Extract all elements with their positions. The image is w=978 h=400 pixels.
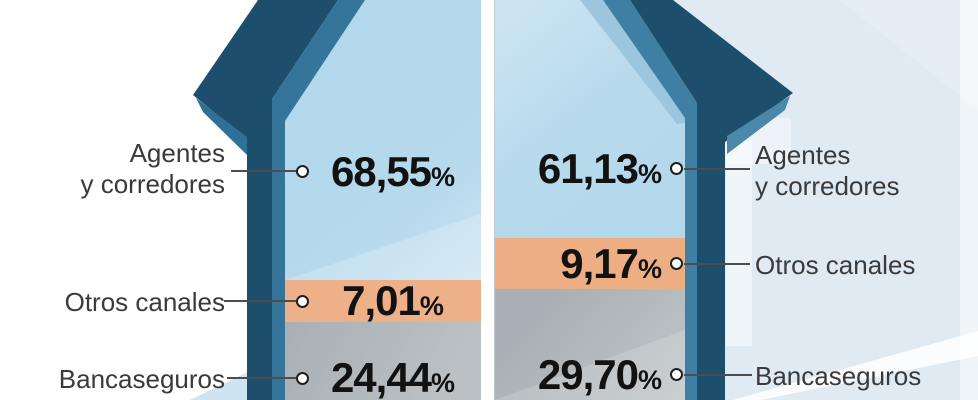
value-left-bancaseguros: 24,44% xyxy=(283,354,503,400)
right-bevel-stripe xyxy=(603,0,697,400)
value-right-otros: 9,17% xyxy=(442,240,662,288)
right-sheen xyxy=(495,330,685,400)
value-right-bancaseguros-percent: % xyxy=(637,365,662,395)
right-stacked-bar xyxy=(495,0,685,400)
label-left-otros: Otros canales xyxy=(65,287,225,318)
label-right-agentes-line1: Agentes xyxy=(755,140,851,170)
marker-right-bancaseguros xyxy=(670,368,683,381)
marker-right-otros xyxy=(670,257,683,270)
value-right-otros-percent: % xyxy=(637,254,662,284)
marker-left-bancaseguros xyxy=(296,372,309,385)
value-left-otros-number: 7,01 xyxy=(342,277,421,324)
value-left-agentes: 68,55% xyxy=(283,148,503,196)
label-right-bancaseguros-line1: Bancaseguros xyxy=(755,361,922,391)
label-right-agentes: Agentes y corredores xyxy=(755,140,900,202)
marker-left-agentes xyxy=(296,165,309,178)
background-faded-arrow-shaft xyxy=(726,118,752,346)
left-segment-otros xyxy=(285,280,481,322)
label-left-bancaseguros-line1: Bancaseguros xyxy=(58,364,225,394)
background-highlight-right-strip xyxy=(960,0,978,400)
leader-line-left-agentes xyxy=(231,170,297,172)
left-bevel-stripe xyxy=(272,0,365,400)
value-left-agentes-percent: % xyxy=(431,162,456,192)
background-diagonal-band xyxy=(733,331,978,400)
value-left-bancaseguros-percent: % xyxy=(431,368,456,398)
label-right-bancaseguros: Bancaseguros xyxy=(755,361,921,392)
background-highlight-top-right xyxy=(840,0,978,110)
value-right-agentes-number: 61,13 xyxy=(537,145,639,192)
marker-left-otros xyxy=(296,295,309,308)
left-segment-bancaseguros xyxy=(285,322,481,400)
value-right-otros-number: 9,17 xyxy=(560,240,639,287)
right-step-bevel xyxy=(727,96,790,154)
label-left-otros-line1: Otros canales xyxy=(64,287,225,317)
right-segment-bancaseguros xyxy=(495,289,685,400)
value-right-bancaseguros: 29,70% xyxy=(442,351,662,399)
label-right-agentes-line2: y corredores xyxy=(755,171,900,201)
arrow-left-half xyxy=(193,0,481,400)
gap-hairline xyxy=(494,0,496,400)
value-right-agentes-percent: % xyxy=(637,159,662,189)
leader-line-right-otros xyxy=(684,263,750,265)
value-left-otros: 7,01% xyxy=(283,277,503,325)
value-left-otros-percent: % xyxy=(419,291,444,321)
label-left-agentes: Agentes y corredores xyxy=(81,138,226,200)
label-right-otros-line1: Otros canales xyxy=(755,250,916,280)
value-right-agentes: 61,13% xyxy=(442,145,662,193)
label-right-otros: Otros canales xyxy=(755,250,915,281)
right-bevel-light xyxy=(580,0,690,124)
value-left-bancaseguros-number: 24,44 xyxy=(330,354,432,400)
left-outline-navy xyxy=(193,0,338,400)
left-step-bevel xyxy=(196,98,247,155)
label-left-bancaseguros: Bancaseguros xyxy=(59,364,225,395)
value-right-bancaseguros-number: 29,70 xyxy=(537,351,639,398)
right-outline-navy xyxy=(630,0,793,400)
leader-line-left-otros xyxy=(224,300,297,302)
leader-line-right-agentes xyxy=(684,168,750,170)
label-left-agentes-line2: y corredores xyxy=(80,169,226,199)
marker-right-agentes xyxy=(670,162,683,175)
value-left-agentes-number: 68,55 xyxy=(330,148,432,195)
label-left-agentes-line1: Agentes xyxy=(129,138,225,168)
leader-line-left-bancaseguros xyxy=(227,377,297,379)
right-segment-otros xyxy=(495,238,685,289)
left-sheen xyxy=(285,214,481,280)
leader-line-right-bancaseguros xyxy=(684,374,752,376)
arrow-right-half xyxy=(495,0,793,400)
